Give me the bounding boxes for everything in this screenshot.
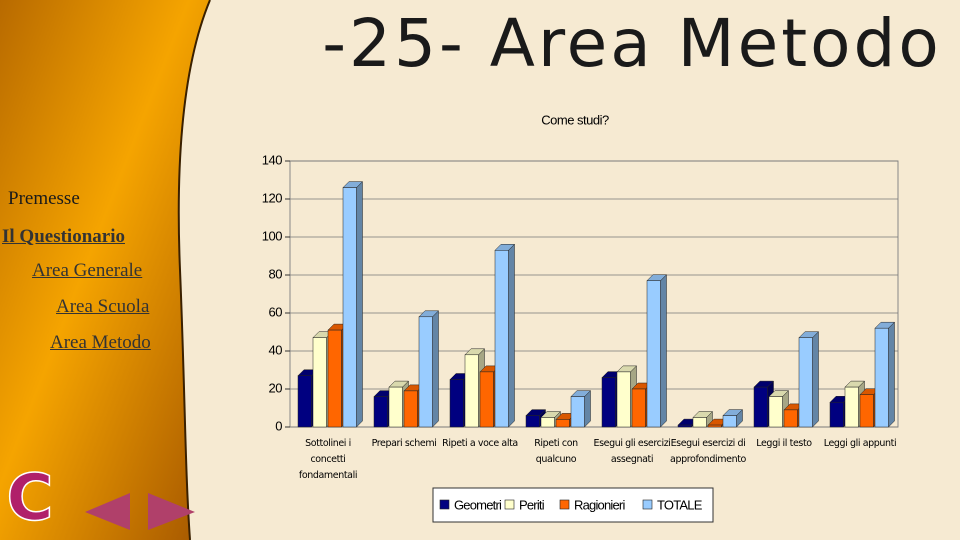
side-panel [0,0,210,540]
bar [418,310,440,428]
y-tick-label: 60 [269,304,283,319]
chart-title: Come studi? [541,112,609,127]
legend-label: Geometri [454,497,502,512]
back-arrow[interactable] [85,493,130,530]
legend [432,487,714,523]
bar [342,180,364,428]
panel-edge [177,0,211,540]
menu-item[interactable]: Il Questionario [2,226,125,247]
menu-item[interactable]: Premesse [8,188,80,209]
y-tick-label: 100 [262,228,282,243]
x-tick-label: Ripeti a voce alta [442,438,518,449]
bar-side [584,389,591,428]
bar-front [312,337,327,428]
legend-swatch [504,499,515,510]
bar-side [432,310,439,428]
bar-front [373,396,388,428]
legend-label: TOTALE [657,497,703,512]
bar-front [601,377,616,428]
legend-label: Periti [519,497,545,512]
bar-front [479,371,494,428]
bar [464,348,486,428]
bar-front [494,250,509,428]
legend-swatch [559,499,570,510]
x-tick-label: Esegui esercizi di approfondimento [670,438,746,465]
bar [722,408,744,428]
bar-side [888,321,895,428]
y-tick-label: 120 [262,190,282,205]
x-tick-label: Prepari schemi [371,438,437,449]
bar [570,389,592,428]
bar [798,331,820,428]
x-tick-label: Leggi gli appunti [823,438,897,449]
bar-side [660,274,667,428]
legend-label: Ragionieri [574,497,625,512]
bar-front [342,187,357,428]
bar [494,243,516,428]
legend-swatch [642,499,653,510]
bar-front [418,316,433,428]
bar-front [388,386,403,428]
bar-front [829,402,844,428]
bar-front [297,375,312,428]
bar-front [707,424,722,428]
bar-front [555,419,570,428]
bar-front [798,337,813,428]
bar-front [616,371,631,428]
bar-front [753,386,768,428]
y-tick-label: 140 [262,152,282,167]
bar-front [874,327,889,428]
legend-swatch [439,499,450,510]
bar-front [646,280,661,428]
x-tick-label: Sottolinei i concetti fondamentali [298,438,358,481]
bar-front [403,390,418,428]
forward-arrow[interactable] [148,493,195,530]
bar [692,410,714,428]
y-tick-label: 0 [275,418,282,433]
menu-item[interactable]: Area Generale [32,260,143,281]
bar [646,274,668,428]
bar-side [508,243,515,428]
bar-side [356,180,363,428]
menu-item[interactable]: Area Metodo [50,332,151,353]
x-tick-label: Ripeti con qualcuno [534,438,578,465]
x-tick-label: Leggi il testo [756,438,812,449]
x-tick-label: Esegui gli esercizi assegnati [593,438,671,465]
bar-front [449,379,464,428]
menu-item[interactable]: Area Scuola [56,296,150,317]
bar [874,321,896,428]
slide-title: -25- Area Metodo [322,5,942,82]
bar-front [464,354,479,428]
bar-front [677,424,692,428]
logo: C [7,462,54,536]
bar-front [570,396,585,428]
y-tick-label: 80 [269,266,283,281]
y-tick-label: 20 [269,380,283,395]
bar-front [783,409,798,428]
bar-front [859,394,874,428]
y-tick-label: 40 [269,342,283,357]
bar-side [812,331,819,428]
bar-front [768,396,783,428]
bar-front [631,388,646,428]
bar-front [692,417,707,428]
bar-front [722,415,737,428]
bar-front [844,386,859,428]
bar-front [540,417,555,428]
bar-front [327,329,342,428]
bar-front [525,415,540,428]
